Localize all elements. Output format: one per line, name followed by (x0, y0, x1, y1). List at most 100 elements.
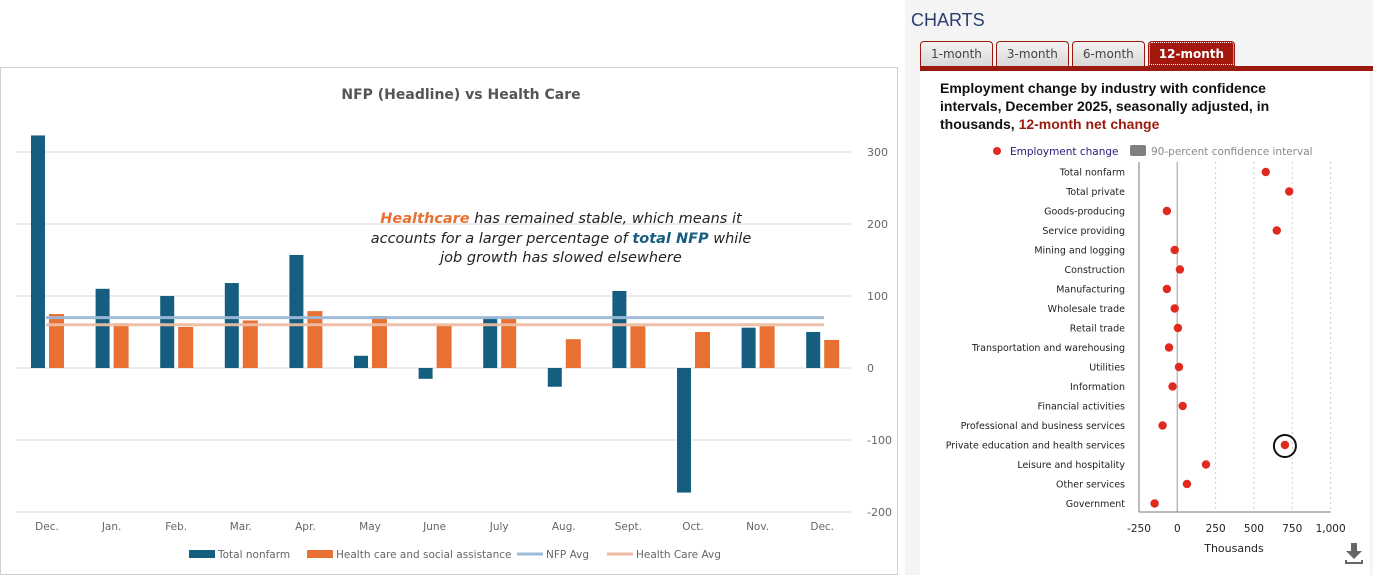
industry-label: Wholesale trade (1048, 304, 1125, 315)
chart-title-main: Employment change by industry with confi… (940, 80, 1270, 132)
y-tick-label: 100 (867, 290, 888, 303)
tab-3-month[interactable]: 3-month (995, 41, 1069, 66)
employment-change-point (1170, 245, 1179, 255)
chart-panel: Employment change by industry with confi… (920, 71, 1370, 575)
industry-label: Mining and logging (1034, 246, 1125, 257)
industry-label: Total nonfarm (1059, 168, 1125, 179)
nonfarm-bar (95, 288, 110, 368)
tab-6-month[interactable]: 6-month (1071, 41, 1145, 66)
x-tick-label: 500 (1244, 523, 1264, 535)
nonfarm-bar (547, 368, 562, 387)
industry-label: Retail trade (1070, 324, 1125, 335)
nonfarm-bar (806, 332, 821, 368)
healthcare-bar (759, 326, 775, 368)
x-tick-label: 750 (1282, 523, 1302, 535)
period-tabs: 1-month 3-month 6-month 12-month (920, 41, 1236, 66)
bar-chart-svg: NFP (Headline) vs Health Care 300 200 100 0 -… (16, 87, 892, 561)
healthcare-bar (436, 325, 452, 368)
x-tick-label: 250 (1206, 523, 1226, 535)
healthcare-bar (113, 323, 129, 368)
industry-label: Transportation and warehousing (971, 343, 1125, 354)
annotation-line-3: job growth has slowed elsewhere (438, 250, 682, 266)
x-tick-label: Mar. (230, 521, 252, 533)
x-tick-label: 0 (1174, 523, 1181, 535)
industry-label: Service providing (1042, 226, 1125, 237)
charts-panel: CHARTS 1-month 3-month 6-month 12-month … (905, 0, 1373, 575)
healthcare-bar (372, 316, 387, 368)
employment-change-point (1158, 421, 1167, 430)
chart-title: NFP (Headline) vs Health Care (341, 87, 580, 103)
industry-label: Manufacturing (1056, 285, 1125, 296)
employment-change-point (1272, 226, 1281, 235)
x-tick-label: May (359, 521, 381, 533)
healthcare-bar (695, 332, 710, 368)
employment-change-point (1173, 323, 1183, 333)
chart-title: Employment change by industry with confi… (940, 79, 1300, 133)
x-tick-label: June (422, 521, 446, 533)
industry-label: Financial activities (1038, 402, 1125, 413)
healthcare-bar (49, 314, 64, 368)
x-tick-label: Feb. (165, 521, 187, 533)
tab-12-month[interactable]: 12-month (1147, 41, 1236, 66)
employment-change-point (1175, 265, 1185, 274)
nonfarm-bar (354, 355, 368, 368)
industry-label: Construction (1065, 265, 1126, 276)
x-tick-label: Oct. (682, 521, 704, 533)
industry-label: Private education and health services (946, 441, 1125, 452)
highlight-ring (1272, 434, 1297, 458)
legend-point-icon (993, 147, 1001, 155)
healthcare-bar (307, 311, 323, 368)
x-tick-label: Jan. (101, 521, 122, 533)
industry-label: Total private (1065, 187, 1125, 198)
employment-change-point (1178, 401, 1187, 411)
x-tick-label: July (489, 521, 509, 533)
legend-label: Total nonfarm (217, 549, 290, 561)
y-tick-label: -100 (867, 434, 892, 447)
healthcare-bar (630, 326, 646, 368)
annotation-text: accounts for a larger percentage of (371, 231, 633, 247)
industry-label: Government (1066, 499, 1126, 510)
employment-change-point (1201, 460, 1211, 469)
chart-title-highlight: 12-month net change (1018, 116, 1160, 132)
legend-ci-icon (1130, 145, 1146, 156)
legend-swatch (307, 550, 333, 558)
y-tick-label: 0 (867, 362, 874, 375)
legend-swatch (189, 550, 215, 558)
y-tick-label: -200 (867, 506, 892, 519)
employment-change-point (1261, 167, 1270, 177)
charts-heading: CHARTS (911, 10, 985, 30)
nonfarm-bar (741, 327, 756, 368)
y-tick-label: 200 (867, 218, 888, 231)
nonfarm-bar (418, 368, 433, 379)
industry-label: Leisure and hospitality (1017, 460, 1125, 471)
x-tick-label: Dec. (35, 521, 59, 533)
annotation-text: Healthcare (380, 211, 470, 227)
nonfarm-bar (677, 368, 691, 493)
x-tick-label: Aug. (552, 521, 576, 533)
healthcare-bar (824, 339, 840, 368)
download-icon[interactable] (1345, 543, 1363, 564)
legend-label: Health care and social assistance (336, 549, 511, 561)
healthcare-bar (242, 320, 258, 368)
annotation-line-2: accounts for a larger percentage of tota… (371, 231, 752, 247)
employment-change-point (1280, 440, 1290, 450)
annotation-text: total NFP (632, 231, 709, 247)
employment-change-point (1182, 479, 1192, 489)
industry-label: Professional and business services (961, 421, 1125, 432)
x-tick-label: -250 (1127, 523, 1151, 535)
x-tick-label: Nov. (746, 521, 769, 533)
x-axis-title: Thousands (1203, 542, 1264, 555)
employment-change-point (1285, 187, 1294, 196)
employment-change-point (1164, 343, 1174, 352)
dot-plot-svg: Employment change 90-percent confidence i… (946, 145, 1363, 564)
healthcare-bar (178, 326, 194, 368)
nonfarm-bar (612, 290, 627, 368)
x-tick-label: 1,000 (1316, 523, 1346, 535)
y-tick-label: 300 (867, 146, 888, 159)
tab-underline (920, 66, 1373, 71)
annotation-text: while (709, 231, 752, 247)
tab-1-month[interactable]: 1-month (920, 41, 993, 66)
x-tick-label: Apr. (295, 521, 316, 533)
healthcare-bar (565, 339, 581, 368)
healthcare-bar (501, 317, 517, 368)
